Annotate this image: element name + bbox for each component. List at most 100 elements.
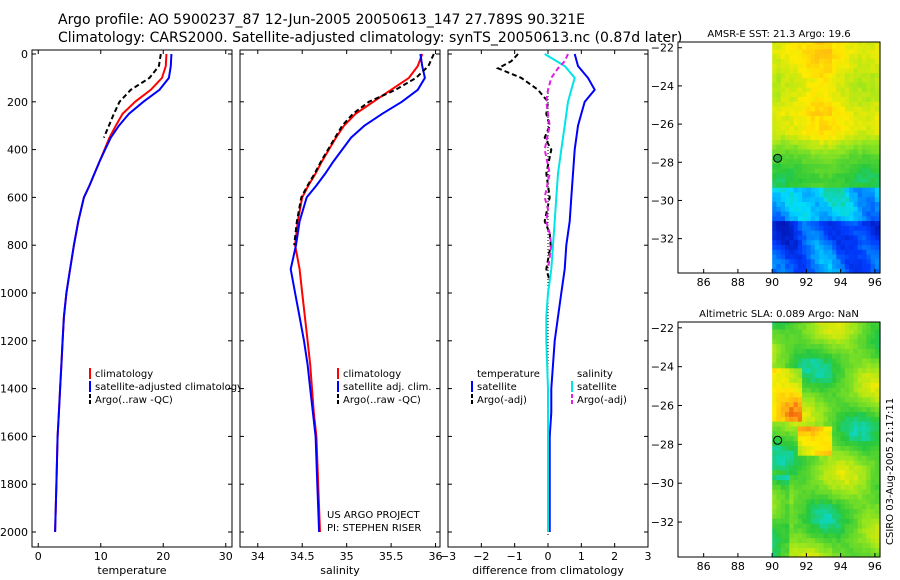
map-cell xyxy=(802,168,807,174)
map-cell xyxy=(814,508,820,514)
map-cell xyxy=(785,244,790,250)
map-cell xyxy=(793,268,799,274)
map-cell xyxy=(810,372,816,378)
map-cell xyxy=(797,343,803,349)
map-cell xyxy=(844,67,850,74)
map-cell xyxy=(857,382,863,388)
map-cell xyxy=(797,191,803,198)
map-cell xyxy=(870,258,876,265)
map-cell xyxy=(844,357,850,364)
map-cell xyxy=(827,469,833,476)
map-cell xyxy=(827,416,833,422)
map-cell xyxy=(789,168,795,174)
map-cell xyxy=(827,234,833,241)
map-cell xyxy=(776,353,782,359)
map-cell xyxy=(870,206,876,212)
map-cell xyxy=(789,63,795,69)
map-cell xyxy=(772,367,778,374)
map-cell xyxy=(785,125,790,131)
map-cell xyxy=(836,182,842,188)
map-cell xyxy=(810,537,816,544)
map-cell xyxy=(836,115,842,121)
map-cell xyxy=(780,120,786,126)
map-cell xyxy=(823,498,829,505)
map-cell xyxy=(849,430,855,437)
map-cell xyxy=(857,120,863,126)
map-cell xyxy=(819,387,825,393)
map-cell xyxy=(814,120,820,126)
map-cell xyxy=(874,225,880,231)
map-cell xyxy=(772,338,778,344)
map-cell xyxy=(772,211,778,217)
map-cell xyxy=(832,353,837,359)
map-cell xyxy=(840,67,846,74)
map-cell xyxy=(776,268,782,274)
map-cell xyxy=(832,362,837,369)
map-cell xyxy=(810,172,816,179)
map-cell xyxy=(793,421,799,427)
map-cell xyxy=(827,489,833,495)
map-cell xyxy=(814,518,820,524)
map-cell xyxy=(874,425,880,432)
map-cell xyxy=(836,86,842,93)
map-cell xyxy=(793,367,799,374)
map-cell xyxy=(827,134,833,140)
map-cell xyxy=(776,523,782,529)
map-cell xyxy=(827,215,833,222)
map-cell xyxy=(857,215,863,222)
map-cell xyxy=(874,479,880,485)
map-cell xyxy=(874,416,880,422)
map-cell xyxy=(832,139,837,145)
map-cell xyxy=(814,542,820,548)
map-cell xyxy=(797,91,803,97)
map-cell xyxy=(819,532,825,539)
map-cell xyxy=(776,211,782,217)
map-cell xyxy=(793,196,799,202)
map-cell xyxy=(844,234,850,241)
map-cell xyxy=(827,139,833,145)
map-cell xyxy=(862,91,867,97)
map-cell xyxy=(814,343,820,349)
map-cell xyxy=(797,425,803,432)
map-cell xyxy=(810,58,816,64)
map-cell xyxy=(874,377,880,383)
map-cell xyxy=(836,421,842,427)
map-cell xyxy=(844,258,850,265)
map-cell xyxy=(840,220,846,226)
map-cell xyxy=(802,322,807,325)
map-cell xyxy=(789,43,795,50)
map-cell xyxy=(827,406,833,412)
map-cell xyxy=(780,110,786,117)
map-cell xyxy=(827,187,833,193)
map-cell xyxy=(844,523,850,529)
map-cell xyxy=(793,455,799,461)
map-cell xyxy=(785,72,790,78)
map-cell xyxy=(780,362,786,369)
map-cell xyxy=(785,43,790,50)
map-cell xyxy=(780,91,786,97)
map-cell xyxy=(823,450,829,456)
map-cell xyxy=(857,196,863,202)
map-cell xyxy=(772,172,778,179)
map-cell xyxy=(806,48,812,55)
map-cell xyxy=(823,249,829,255)
map-cell xyxy=(793,435,799,442)
map-cell xyxy=(840,527,846,534)
map-cell xyxy=(866,435,872,442)
map-cell xyxy=(810,268,816,274)
map-cell xyxy=(827,537,833,544)
map-cell xyxy=(857,338,863,344)
map-cell xyxy=(844,42,850,45)
map-cell xyxy=(866,201,872,207)
map-cell xyxy=(840,455,846,461)
map-cell xyxy=(857,391,863,398)
map-cell xyxy=(793,253,799,260)
map-cell xyxy=(832,172,837,179)
map-cell xyxy=(810,328,816,335)
map-cell xyxy=(840,120,846,126)
map-cell xyxy=(866,474,872,480)
map-cell xyxy=(776,382,782,388)
map-cell xyxy=(823,377,829,383)
map-cell xyxy=(840,230,846,236)
map-cell xyxy=(832,445,837,451)
